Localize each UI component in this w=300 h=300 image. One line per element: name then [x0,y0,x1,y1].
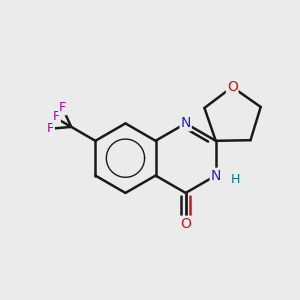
Text: F: F [47,122,54,135]
Text: O: O [227,80,238,94]
Text: F: F [53,110,60,123]
Text: F: F [59,101,66,115]
Text: N: N [211,169,221,183]
Text: N: N [181,116,191,130]
Text: H: H [231,173,240,186]
Text: O: O [180,217,191,230]
